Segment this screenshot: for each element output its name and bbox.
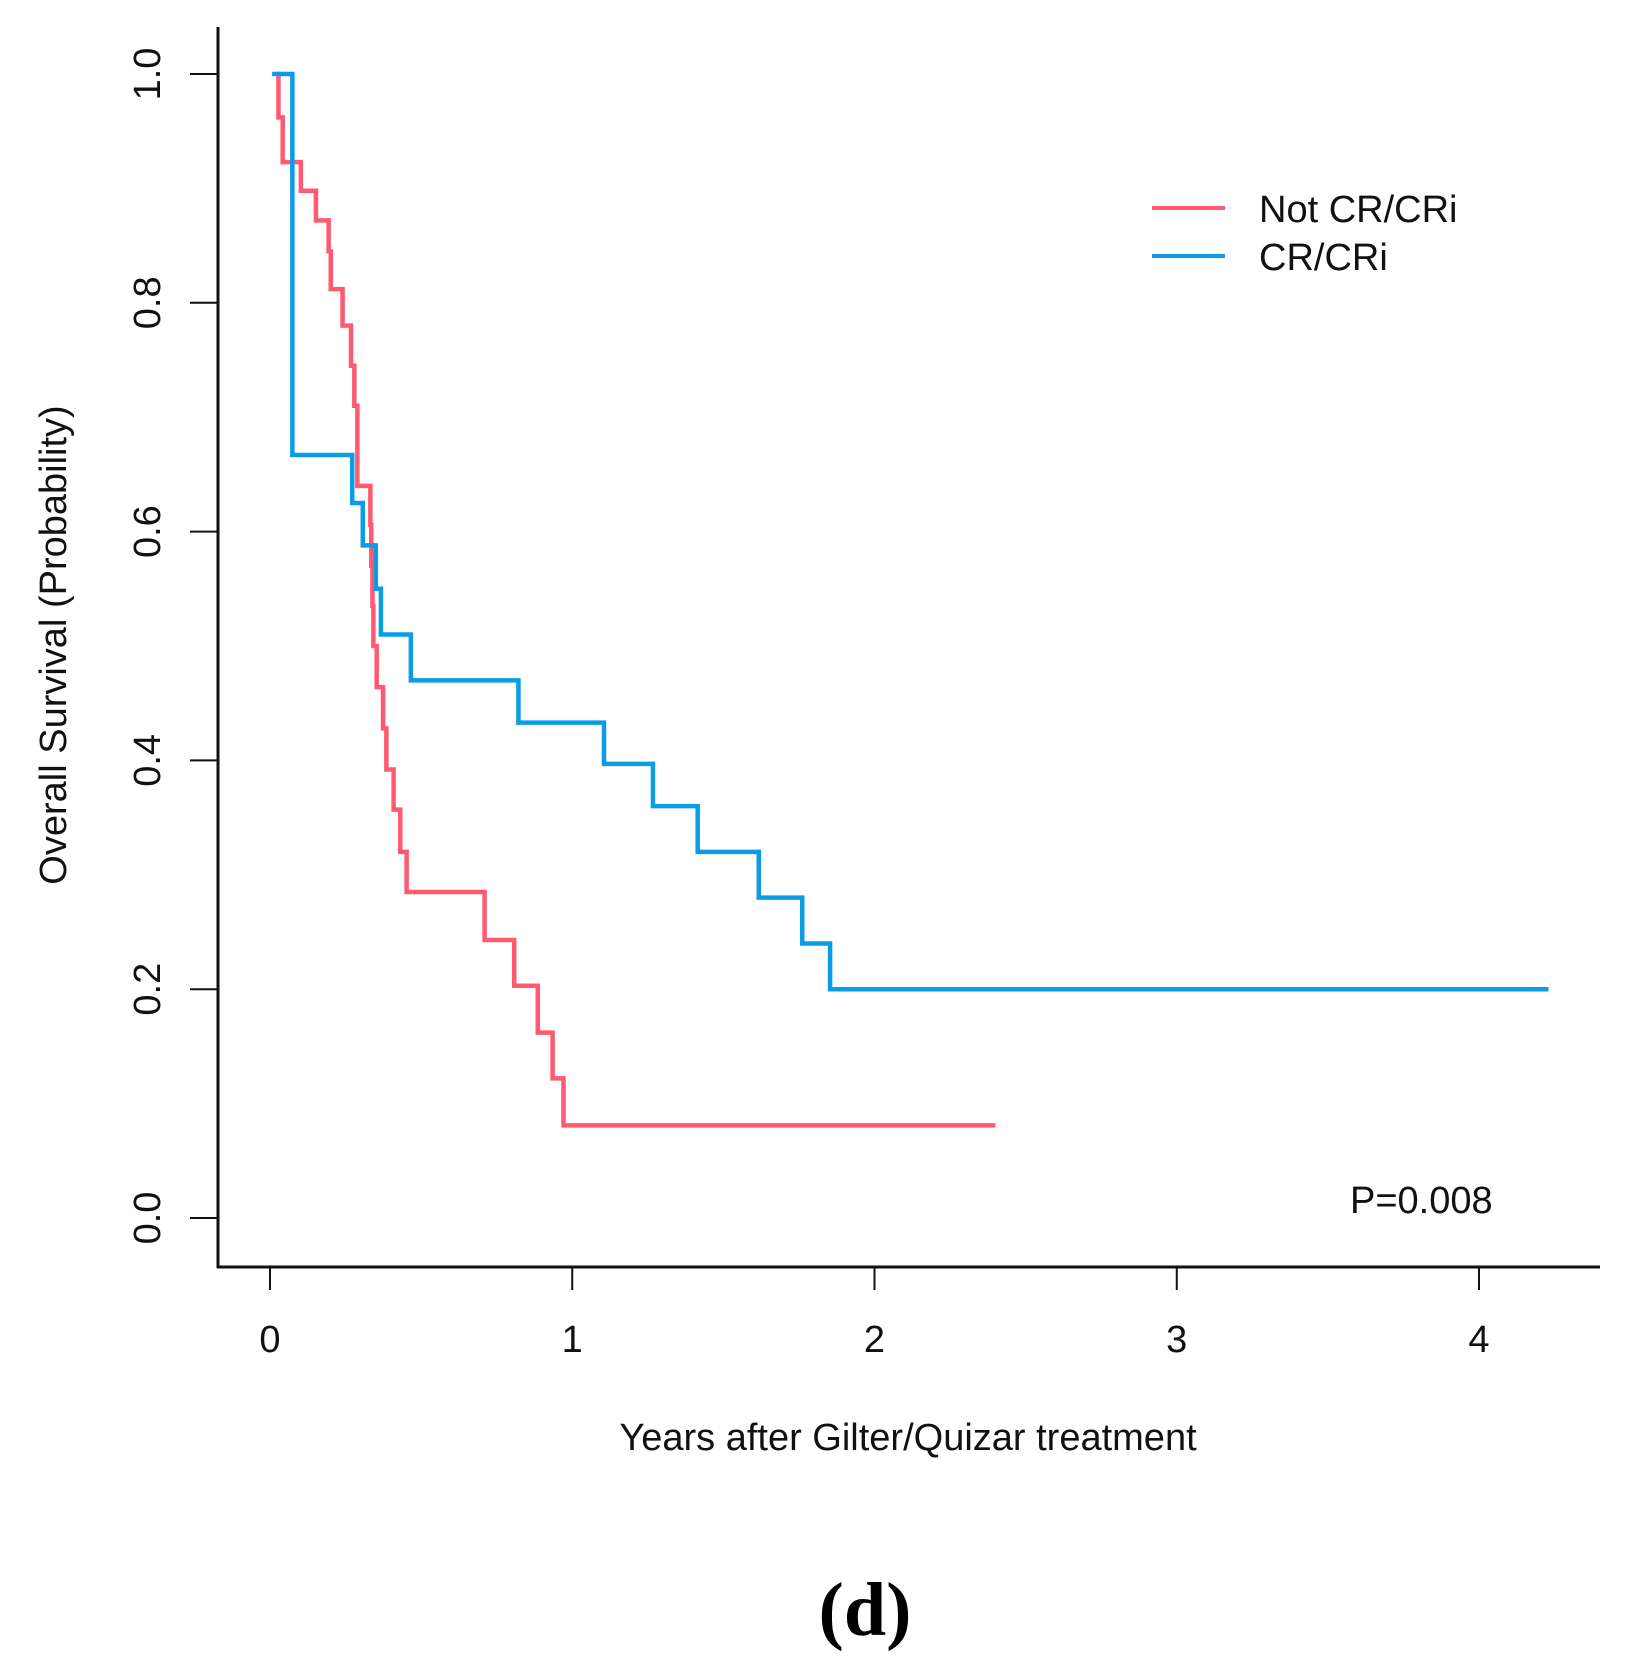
y-tick-label: 0.8 — [127, 276, 169, 329]
x-ticks: 0 1 2 3 4 — [259, 1267, 1490, 1361]
x-tick-label: 0 — [259, 1319, 280, 1361]
legend-label-cr: CR/CRi — [1259, 237, 1388, 279]
y-tick-label: 0.6 — [127, 505, 169, 558]
survival-curves — [272, 71, 1549, 1128]
legend-label-not-cr: Not CR/CRi — [1259, 189, 1457, 231]
x-tick-label: 2 — [864, 1319, 885, 1361]
y-tick-label: 0.4 — [127, 734, 169, 787]
legend: Not CR/CRi CR/CRi — [1152, 189, 1457, 279]
y-tick-label: 1.0 — [127, 48, 169, 101]
figure-caption: (d) — [819, 1568, 912, 1652]
y-ticks: 0.0 0.2 0.4 0.6 0.8 1.0 — [127, 48, 218, 1245]
y-tick-label: 0.0 — [127, 1192, 169, 1245]
curve-cr-cri — [272, 71, 1549, 992]
x-tick-label: 3 — [1166, 1319, 1187, 1361]
x-axis-label: Years after Gilter/Quizar treatment — [619, 1417, 1197, 1459]
curve-not-cr-cri — [276, 71, 996, 1128]
axes — [216, 27, 1600, 1269]
x-tick-label: 1 — [562, 1319, 583, 1361]
x-tick-label: 4 — [1468, 1319, 1489, 1361]
y-tick-label: 0.2 — [127, 963, 169, 1016]
y-axis-label: Overall Survival (Probability) — [33, 405, 75, 884]
p-value-annotation: P=0.008 — [1350, 1180, 1493, 1222]
